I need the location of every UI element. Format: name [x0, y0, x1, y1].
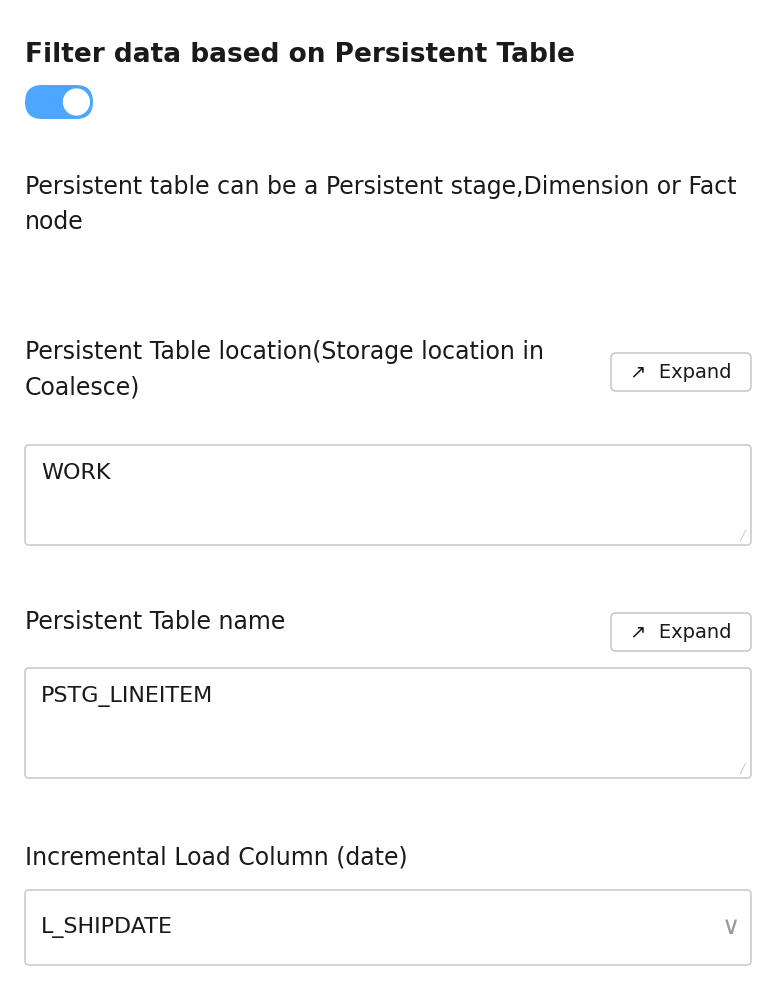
- FancyBboxPatch shape: [611, 613, 751, 651]
- Text: ↗  Expand: ↗ Expand: [630, 363, 732, 381]
- FancyBboxPatch shape: [25, 668, 751, 778]
- Text: Persistent table can be a Persistent stage,Dimension or Fact
node: Persistent table can be a Persistent sta…: [25, 175, 736, 235]
- Circle shape: [63, 89, 90, 116]
- FancyBboxPatch shape: [611, 353, 751, 391]
- Text: ╱: ╱: [739, 762, 745, 774]
- Text: PSTG_LINEITEM: PSTG_LINEITEM: [41, 686, 213, 707]
- FancyBboxPatch shape: [25, 890, 751, 965]
- Text: Filter data based on Persistent Table: Filter data based on Persistent Table: [25, 42, 575, 68]
- Text: Persistent Table location(Storage location in
Coalesce): Persistent Table location(Storage locati…: [25, 340, 544, 399]
- Text: ∨: ∨: [722, 915, 740, 939]
- Text: Incremental Load Column (date): Incremental Load Column (date): [25, 845, 407, 869]
- Text: WORK: WORK: [41, 463, 110, 483]
- Text: ╱: ╱: [739, 529, 745, 541]
- Text: L_SHIPDATE: L_SHIPDATE: [41, 917, 173, 938]
- FancyBboxPatch shape: [25, 85, 93, 119]
- FancyBboxPatch shape: [25, 445, 751, 545]
- Text: ↗  Expand: ↗ Expand: [630, 623, 732, 641]
- Text: Persistent Table name: Persistent Table name: [25, 610, 286, 634]
